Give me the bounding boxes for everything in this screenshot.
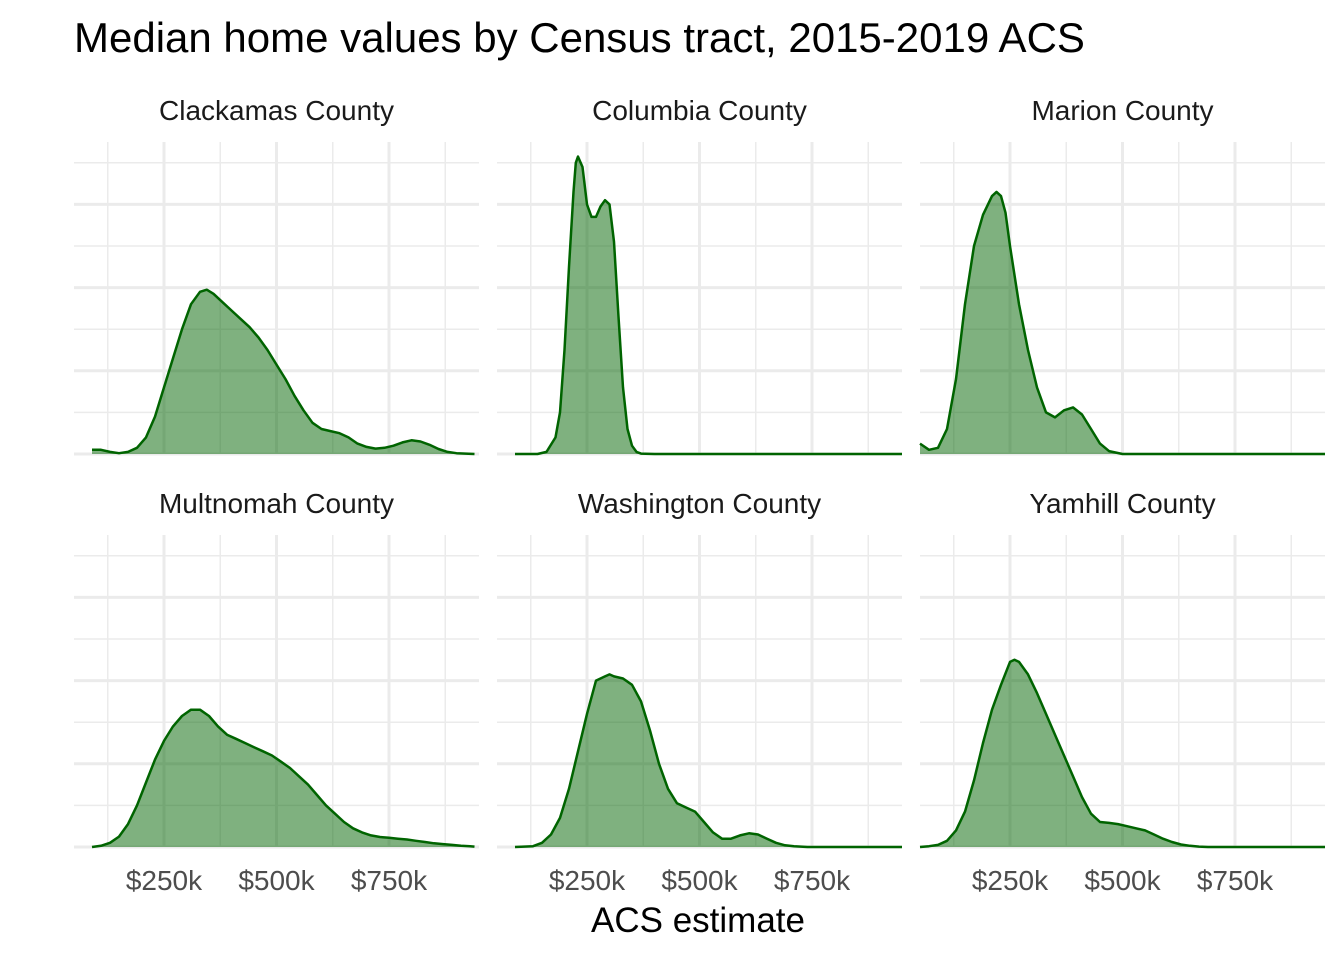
density-area [920, 659, 1325, 847]
density-line [91, 708, 475, 849]
facet-panel: Marion County [919, 95, 1325, 456]
x-tick-label: $500k [1084, 865, 1161, 896]
facet-strip-label: Columbia County [592, 95, 807, 126]
density-line [919, 658, 1325, 849]
density-area [515, 674, 902, 847]
facet-strip-label: Yamhill County [1029, 488, 1215, 519]
density-area [92, 709, 475, 847]
facet-panel: Washington County $250k $500k $750k [497, 488, 902, 896]
x-axis-title: ACS estimate [591, 901, 805, 940]
facet-panel: Clackamas County [74, 95, 479, 456]
density-line [515, 155, 902, 456]
x-tick-label: $250k [549, 865, 626, 896]
density-area [920, 191, 1325, 454]
x-tick-label: $250k [126, 865, 203, 896]
x-tick-label: $250k [972, 865, 1049, 896]
facet-panel: Multnomah County $250k $500k $750k [74, 488, 479, 896]
facet-panels: Clackamas County Columbia County Marion Co… [74, 95, 1325, 896]
x-tick-label: $750k [351, 865, 428, 896]
chart-title: Median home values by Census tract, 2015… [74, 14, 1085, 61]
x-tick-label: $500k [661, 865, 738, 896]
density-line [92, 288, 475, 456]
facet-strip-label: Washington County [578, 488, 821, 519]
facet-panel: Columbia County [497, 95, 902, 456]
facet-strip-label: Multnomah County [159, 488, 394, 519]
density-area [92, 289, 475, 454]
x-tick-label: $750k [774, 865, 851, 896]
facet-panel: Yamhill County $250k $500k $750k [919, 488, 1325, 896]
density-line [919, 190, 1325, 456]
density-line [514, 673, 902, 849]
facet-strip-label: Marion County [1031, 95, 1213, 126]
facet-strip-label: Clackamas County [159, 95, 394, 126]
x-tick-label: $500k [238, 865, 315, 896]
x-tick-label: $750k [1197, 865, 1274, 896]
